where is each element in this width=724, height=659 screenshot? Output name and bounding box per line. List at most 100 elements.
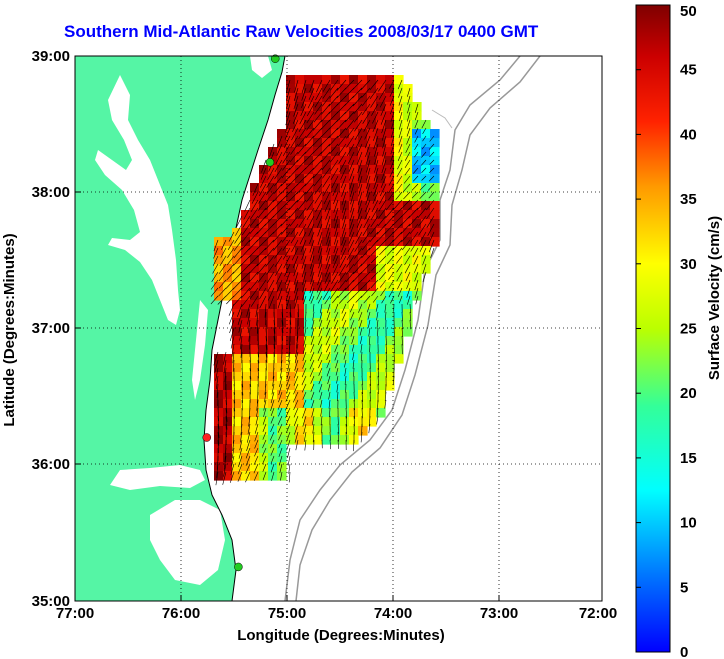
velocity-cell xyxy=(367,84,377,94)
velocity-cell xyxy=(241,471,251,481)
velocity-cell xyxy=(385,120,395,130)
velocity-arrow xyxy=(398,135,403,146)
velocity-cell xyxy=(286,219,296,229)
velocity-arrow xyxy=(371,287,379,297)
velocity-cell xyxy=(376,336,386,346)
velocity-cell xyxy=(430,129,440,139)
velocity-arrow xyxy=(325,255,331,270)
velocity-arrow xyxy=(318,335,323,346)
map-title: Southern Mid-Atlantic Raw Velocities 200… xyxy=(64,22,539,41)
velocity-arrow xyxy=(380,103,387,116)
velocity-cell xyxy=(241,246,251,256)
velocity-arrow xyxy=(248,407,251,420)
velocity-cell xyxy=(232,246,242,256)
velocity-arrow xyxy=(393,327,395,338)
velocity-arrow xyxy=(311,319,315,330)
velocity-arrow xyxy=(361,103,371,116)
velocity-arrow xyxy=(225,375,227,390)
velocity-cell xyxy=(331,129,341,139)
velocity-arrow xyxy=(230,335,235,349)
velocity-arrow xyxy=(264,223,275,234)
velocity-arrow xyxy=(376,311,379,321)
velocity-arrow xyxy=(281,319,284,334)
velocity-arrow xyxy=(378,207,387,219)
velocity-cell xyxy=(430,138,440,148)
velocity-arrow xyxy=(218,271,227,282)
velocity-cell xyxy=(322,156,332,166)
velocity-cell xyxy=(295,138,305,148)
velocity-arrow xyxy=(254,439,259,449)
velocity-cell xyxy=(376,363,386,373)
velocity-arrow xyxy=(304,159,315,170)
velocity-arrow xyxy=(237,471,243,482)
velocity-arrow xyxy=(272,207,283,218)
velocity-cell xyxy=(430,192,440,202)
velocity-arrow xyxy=(310,375,315,384)
velocity-arrow xyxy=(373,183,379,197)
velocity-arrow xyxy=(346,255,355,268)
velocity-cell xyxy=(313,210,323,220)
velocity-arrow xyxy=(316,79,323,93)
velocity-cell xyxy=(367,264,377,274)
velocity-arrow xyxy=(219,255,227,266)
velocity-arrow xyxy=(306,191,315,203)
velocity-arrow xyxy=(232,279,243,290)
velocity-arrow xyxy=(422,255,427,266)
velocity-arrow xyxy=(374,151,379,165)
velocity-cell xyxy=(259,273,269,283)
velocity-arrow xyxy=(290,231,299,244)
velocity-arrow xyxy=(390,135,395,147)
velocity-arrow xyxy=(350,319,355,329)
velocity-arrow xyxy=(262,423,267,433)
velocity-arrow xyxy=(268,295,275,309)
velocity-cell xyxy=(277,309,287,319)
velocity-cell xyxy=(259,228,269,238)
velocity-arrow xyxy=(405,143,411,154)
velocity-arrow xyxy=(373,167,379,182)
velocity-cell xyxy=(268,282,278,292)
velocity-arrow xyxy=(322,79,331,92)
velocity-cell xyxy=(358,300,368,310)
velocity-arrow xyxy=(414,135,419,143)
x-axis-label: Longitude (Degrees:Minutes) xyxy=(237,627,445,644)
velocity-cell xyxy=(214,246,224,256)
velocity-arrow xyxy=(222,471,227,485)
velocity-arrow xyxy=(233,247,243,259)
velocity-arrow xyxy=(413,159,419,166)
velocity-arrow xyxy=(253,463,259,474)
velocity-arrow xyxy=(280,183,291,195)
tick-marks xyxy=(74,55,603,602)
velocity-arrow xyxy=(360,79,371,91)
velocity-arrow xyxy=(292,111,299,124)
velocity-arrow xyxy=(232,295,243,306)
velocity-cell xyxy=(358,273,368,283)
velocity-arrow xyxy=(320,151,331,163)
velocity-arrow xyxy=(342,343,347,353)
velocity-arrow xyxy=(396,263,403,273)
velocity-cell xyxy=(385,381,395,391)
velocity-arrow xyxy=(283,135,291,149)
velocity-cell xyxy=(394,120,404,130)
velocity-cell xyxy=(403,210,413,220)
velocity-cell xyxy=(268,390,278,400)
velocity-arrow xyxy=(267,287,275,301)
velocity-cell xyxy=(322,399,332,409)
velocity-arrow xyxy=(225,415,228,430)
velocity-cell xyxy=(358,390,368,400)
velocity-arrow xyxy=(293,95,299,110)
velocity-cell xyxy=(277,210,287,220)
delaware-bay xyxy=(250,56,272,78)
velocity-cell xyxy=(313,264,323,274)
velocity-arrow xyxy=(317,223,323,237)
velocity-cell xyxy=(385,84,395,94)
velocity-cell xyxy=(331,327,341,337)
velocity-cell xyxy=(241,318,251,328)
velocity-arrow xyxy=(408,215,419,227)
velocity-cell xyxy=(322,120,332,130)
velocity-arrow xyxy=(360,335,363,344)
velocity-arrow xyxy=(256,239,267,250)
velocity-arrow xyxy=(359,319,363,329)
velocity-arrow xyxy=(358,303,363,313)
velocity-arrow xyxy=(293,103,299,117)
